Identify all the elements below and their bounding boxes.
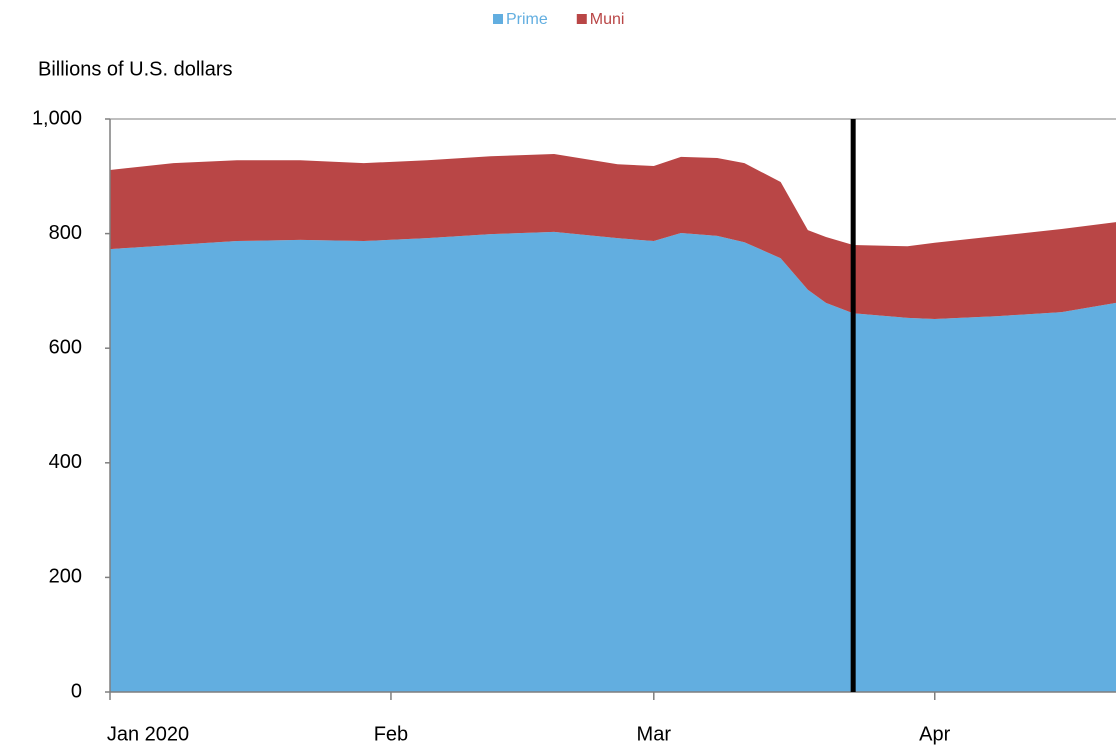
y-tick-label: 0 <box>71 680 82 702</box>
y-tick-label: 600 <box>49 336 82 358</box>
y-tick-label: 400 <box>49 451 82 473</box>
x-tick-label: Apr <box>919 723 950 745</box>
y-axis-label: Billions of U.S. dollars <box>38 58 233 80</box>
x-tick-label: Jan 2020 <box>107 723 189 745</box>
area <box>110 231 1116 693</box>
legend: Prime Muni <box>493 11 624 28</box>
legend-label: Prime <box>506 11 548 28</box>
y-tick-label: 800 <box>49 222 82 244</box>
x-tick-label: Feb <box>374 723 408 745</box>
x-tick-label: Mar <box>637 723 672 745</box>
legend-label: Muni <box>590 11 625 28</box>
y-tick-label: 200 <box>49 566 82 588</box>
legend-swatch <box>493 14 503 24</box>
area <box>110 153 1116 319</box>
legend-swatch <box>576 14 587 24</box>
y-tick-label: 1,000 <box>32 107 82 129</box>
